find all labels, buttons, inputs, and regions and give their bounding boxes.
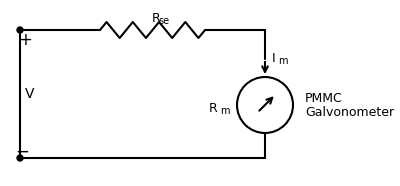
Text: R: R [152, 12, 161, 25]
Text: Galvonometer: Galvonometer [305, 107, 394, 119]
Circle shape [17, 155, 23, 161]
Text: +: + [18, 31, 32, 49]
Text: I: I [272, 52, 276, 65]
Text: R: R [209, 102, 218, 115]
Circle shape [17, 27, 23, 33]
Text: V: V [25, 87, 35, 101]
Text: se: se [158, 16, 169, 26]
Text: PMMC: PMMC [305, 92, 343, 105]
Text: −: − [15, 143, 29, 161]
Text: m: m [220, 106, 230, 116]
Text: m: m [278, 56, 288, 66]
